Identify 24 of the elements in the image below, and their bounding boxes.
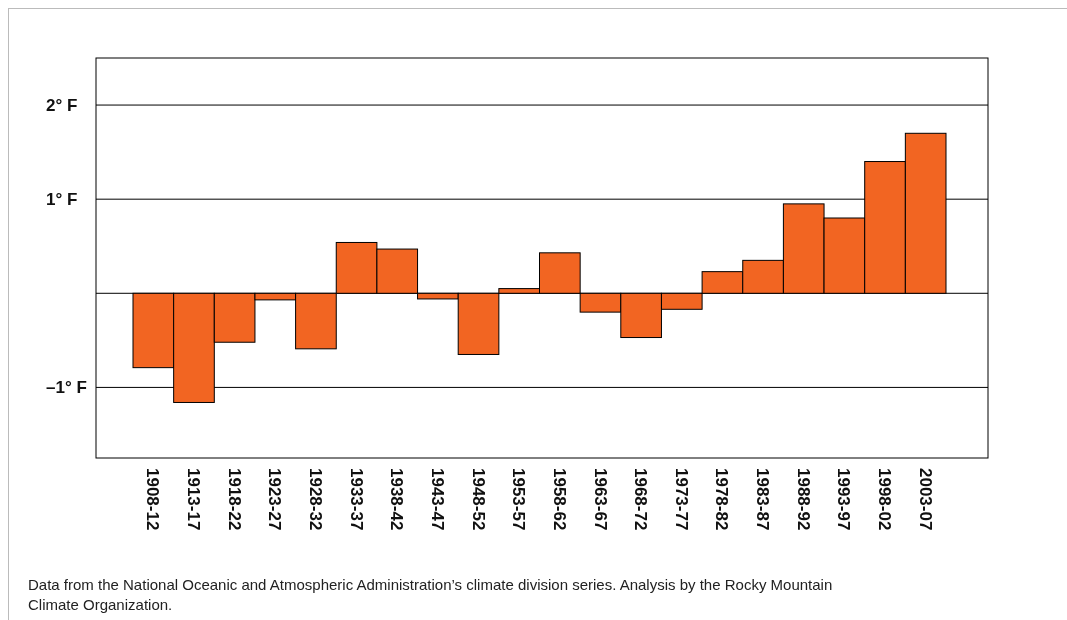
x-tick-label: 1943-47 xyxy=(427,468,447,531)
y-tick-label: –1° F xyxy=(46,378,87,398)
x-tick-label: 1953-57 xyxy=(509,468,529,531)
x-tick-label: 1978-82 xyxy=(712,468,732,531)
y-tick-label: 1° F xyxy=(46,190,78,210)
x-tick-label: 1938-42 xyxy=(387,468,407,531)
x-tick-label: 1983-87 xyxy=(753,468,773,531)
x-tick-label: 1993-97 xyxy=(834,468,854,531)
x-tick-label: 1928-32 xyxy=(305,468,325,531)
y-tick-label: 2° F xyxy=(46,96,78,116)
x-tick-label: 1968-72 xyxy=(631,468,651,531)
x-tick-label: 1958-62 xyxy=(549,468,569,531)
x-tick-label: 1963-67 xyxy=(590,468,610,531)
x-tick-label: 1973-77 xyxy=(671,468,691,531)
x-tick-label: 1948-52 xyxy=(468,468,488,531)
x-tick-label: 1913-17 xyxy=(184,468,204,531)
x-tick-label: 1988-92 xyxy=(793,468,813,531)
text: Data from the National Oceanic and Atmospheric Administration’s climate division series. Analysis by the Rocky Mountain Climate Organization. xyxy=(28,576,833,613)
x-tick-label: 1918-22 xyxy=(224,468,244,531)
x-tick-label: 1933-37 xyxy=(346,468,366,531)
x-tick-label: 1923-27 xyxy=(265,468,285,531)
x-tick-label: 2003-07 xyxy=(915,468,935,531)
x-tick-label: 1998-02 xyxy=(875,468,895,531)
x-tick-label: 1908-12 xyxy=(143,468,163,531)
